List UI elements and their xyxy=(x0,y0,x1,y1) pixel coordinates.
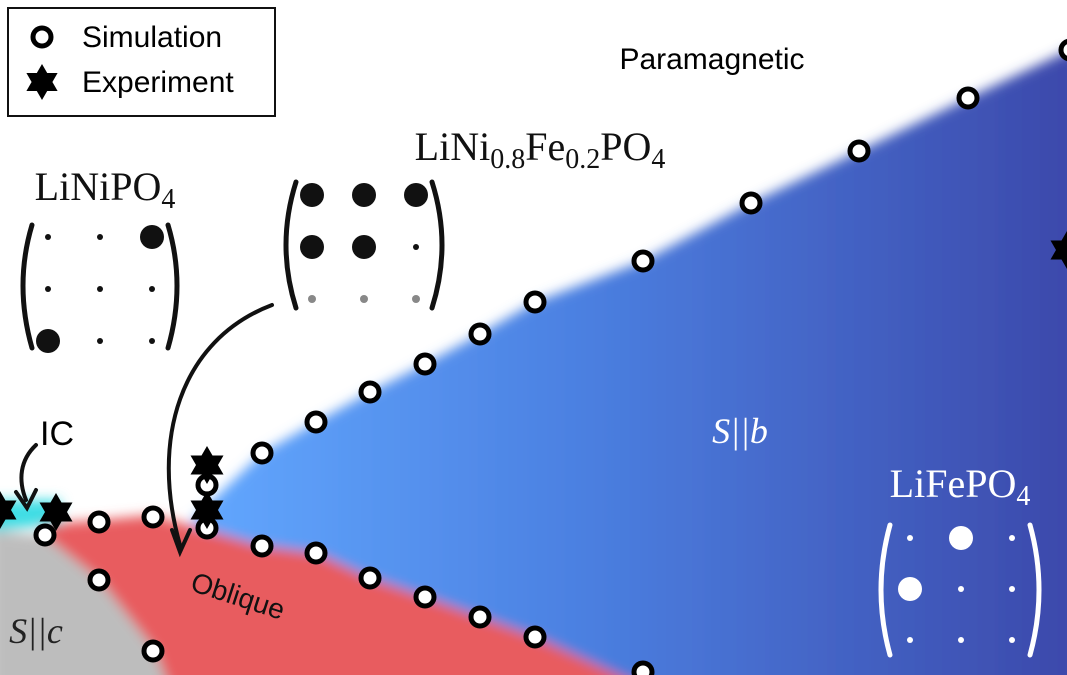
matrix-dot xyxy=(149,286,155,292)
legend-label: Experiment xyxy=(82,66,234,99)
simulation-point xyxy=(33,523,57,547)
matrix-dot xyxy=(1009,586,1015,592)
matrix-dot xyxy=(1009,535,1015,541)
simulation-point xyxy=(141,505,165,529)
experiment-point xyxy=(190,446,224,484)
matrix-dot xyxy=(907,637,913,643)
matrix-dots xyxy=(36,183,1015,643)
matrix-dot xyxy=(413,244,419,250)
name-part: LiNi xyxy=(415,124,491,169)
matrix-dot xyxy=(898,577,922,601)
simulation-point xyxy=(956,86,980,110)
matrix-dot xyxy=(149,338,155,344)
region-label: Paramagnetic xyxy=(619,43,804,76)
simulation-point xyxy=(250,441,274,465)
matrix-brackets xyxy=(878,522,1042,658)
matrix-dot xyxy=(352,235,376,259)
regions xyxy=(0,51,1067,675)
legend-box xyxy=(7,7,276,117)
name-part: 4 xyxy=(161,184,175,215)
simulation-point xyxy=(304,410,328,434)
region-oblique xyxy=(40,515,618,675)
experiment-point xyxy=(1050,231,1067,269)
simulation-point xyxy=(141,639,165,663)
simulation-point xyxy=(304,541,328,565)
arrows xyxy=(14,303,274,558)
name-part: LiFePO xyxy=(890,461,1017,506)
name-part: 0.2 xyxy=(565,144,600,175)
simulation-point xyxy=(523,290,547,314)
region-label: S||c xyxy=(9,611,63,651)
experiment-point xyxy=(39,493,73,531)
matrix-dot xyxy=(97,234,103,240)
simulation-point xyxy=(87,510,111,534)
region-label: IC xyxy=(40,415,74,453)
name-part: 4 xyxy=(1016,481,1030,512)
simulation-point xyxy=(87,568,111,592)
simulation-point xyxy=(847,139,871,163)
matrix-dot xyxy=(404,183,428,207)
matrix-dot xyxy=(140,225,164,249)
matrix-dot xyxy=(949,526,973,550)
simulation-point xyxy=(523,625,547,649)
experiment-point xyxy=(0,491,17,529)
markers xyxy=(0,38,1067,675)
matrix-dot xyxy=(97,286,103,292)
compound-name: LiNiPO4 xyxy=(35,164,176,215)
simulation-point xyxy=(358,566,382,590)
legend-star xyxy=(26,64,58,100)
simulation-point xyxy=(631,249,655,273)
matrix-dot xyxy=(45,286,51,292)
matrix-fade xyxy=(300,290,430,306)
matrix-dot xyxy=(300,235,324,259)
simulation-point xyxy=(413,585,437,609)
matrix-dot xyxy=(300,183,324,207)
matrix-dot xyxy=(36,329,60,353)
legend-label: Simulation xyxy=(82,21,222,54)
region-sc xyxy=(0,531,165,675)
matrix-dot xyxy=(97,338,103,344)
name-part: 4 xyxy=(651,144,665,175)
simulation-point xyxy=(1058,38,1067,62)
matrix-dot xyxy=(907,535,913,541)
matrix-dot xyxy=(1009,637,1015,643)
simulation-point xyxy=(739,191,763,215)
name-part: LiNiPO xyxy=(35,164,162,209)
matrix-dot xyxy=(352,183,376,207)
region-sb xyxy=(190,51,1067,675)
simulation-point xyxy=(358,380,382,404)
matrix-brackets xyxy=(20,179,445,351)
experiment-point xyxy=(190,491,224,529)
compound-name: LiFePO4 xyxy=(890,461,1031,512)
simulation-point xyxy=(468,605,492,629)
legend-circle xyxy=(30,25,54,49)
name-part: PO xyxy=(600,124,651,169)
compound-name: LiNi0.8Fe0.2PO4 xyxy=(415,124,666,175)
region-label: S||b xyxy=(712,411,768,451)
simulation-point xyxy=(468,322,492,346)
matrix-dot xyxy=(45,234,51,240)
simulation-point xyxy=(631,660,655,675)
matrix-dot xyxy=(958,586,964,592)
simulation-point xyxy=(413,352,437,376)
name-part: 0.8 xyxy=(490,144,525,175)
simulation-point xyxy=(250,534,274,558)
name-part: Fe xyxy=(525,124,565,169)
matrix-dot xyxy=(958,637,964,643)
